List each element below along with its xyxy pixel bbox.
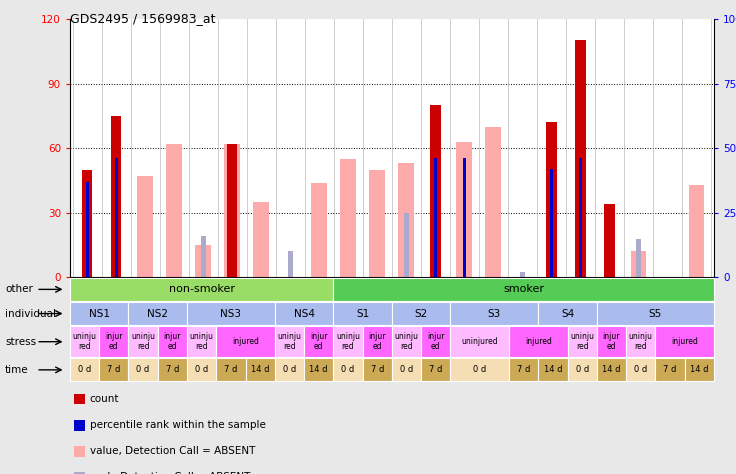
Text: 0 d: 0 d (78, 365, 91, 374)
Bar (431, 105, 441, 277)
Text: injur
ed: injur ed (163, 332, 181, 351)
Text: rank, Detection Call = ABSENT: rank, Detection Call = ABSENT (90, 473, 250, 474)
Bar (550, 169, 553, 277)
Text: 14 d: 14 d (602, 365, 620, 374)
Text: percentile rank within the sample: percentile rank within the sample (90, 420, 266, 430)
Bar (166, 144, 183, 277)
Text: 0 d: 0 d (400, 365, 413, 374)
Text: 7 d: 7 d (107, 365, 121, 374)
Text: 7 d: 7 d (166, 365, 179, 374)
Bar (398, 163, 414, 277)
Text: 7 d: 7 d (663, 365, 676, 374)
Text: uninju
red: uninju red (131, 332, 155, 351)
Text: S2: S2 (414, 309, 428, 319)
Text: count: count (90, 394, 119, 404)
Text: 0 d: 0 d (576, 365, 589, 374)
Bar (288, 252, 293, 277)
Text: 7 d: 7 d (517, 365, 531, 374)
Bar (201, 236, 206, 277)
Text: uninju
red: uninju red (629, 332, 653, 351)
Bar (311, 182, 328, 277)
Text: 7 d: 7 d (371, 365, 384, 374)
Text: injur
ed: injur ed (603, 332, 620, 351)
Bar (486, 127, 501, 277)
Text: uninju
red: uninju red (73, 332, 96, 351)
Text: 0 d: 0 d (473, 365, 486, 374)
Bar (604, 204, 615, 277)
Bar (115, 158, 118, 277)
Text: 14 d: 14 d (310, 365, 328, 374)
Text: 0 d: 0 d (195, 365, 208, 374)
Bar (636, 238, 641, 277)
Bar (434, 158, 437, 277)
Text: S5: S5 (648, 309, 662, 319)
Text: 7 d: 7 d (224, 365, 238, 374)
Bar (546, 122, 556, 277)
Bar (224, 144, 241, 277)
Text: injur
ed: injur ed (369, 332, 386, 351)
Text: stress: stress (5, 337, 36, 346)
Bar (404, 213, 409, 277)
Text: 14 d: 14 d (251, 365, 269, 374)
Text: NS2: NS2 (147, 309, 169, 319)
Text: injur
ed: injur ed (310, 332, 328, 351)
Bar (138, 176, 153, 277)
Bar (463, 158, 466, 277)
Bar (576, 40, 586, 277)
Text: 14 d: 14 d (690, 365, 709, 374)
Text: NS3: NS3 (220, 309, 241, 319)
Bar (227, 144, 238, 277)
Text: time: time (5, 365, 29, 375)
Text: S4: S4 (561, 309, 574, 319)
Bar (520, 272, 525, 277)
Bar (341, 159, 356, 277)
Text: uninju
red: uninju red (277, 332, 302, 351)
Text: injur
ed: injur ed (105, 332, 123, 351)
Text: individual: individual (5, 309, 56, 319)
Text: 14 d: 14 d (544, 365, 562, 374)
Text: injur
ed: injur ed (427, 332, 445, 351)
Text: injured: injured (671, 337, 698, 346)
Text: GDS2495 / 1569983_at: GDS2495 / 1569983_at (70, 12, 216, 25)
Bar (578, 158, 582, 277)
Text: uninju
red: uninju red (190, 332, 213, 351)
Text: smoker: smoker (503, 284, 544, 294)
Text: NS4: NS4 (294, 309, 314, 319)
Text: uninju
red: uninju red (394, 332, 419, 351)
Text: 0 d: 0 d (342, 365, 355, 374)
Text: 7 d: 7 d (429, 365, 442, 374)
Text: S3: S3 (488, 309, 501, 319)
Text: 0 d: 0 d (283, 365, 296, 374)
Bar (631, 252, 646, 277)
Text: uninju
red: uninju red (570, 332, 594, 351)
Bar (253, 202, 269, 277)
Text: 0 d: 0 d (136, 365, 149, 374)
Text: uninjured: uninjured (461, 337, 498, 346)
Text: 0 d: 0 d (634, 365, 648, 374)
Text: NS1: NS1 (89, 309, 110, 319)
Text: non-smoker: non-smoker (169, 284, 235, 294)
Text: value, Detection Call = ABSENT: value, Detection Call = ABSENT (90, 447, 255, 456)
Bar (369, 170, 386, 277)
Text: S1: S1 (356, 309, 369, 319)
Bar (689, 185, 704, 277)
Text: other: other (5, 284, 33, 294)
Text: uninju
red: uninju red (336, 332, 360, 351)
Text: injured: injured (525, 337, 552, 346)
Bar (82, 170, 93, 277)
Bar (195, 245, 211, 277)
Bar (456, 142, 473, 277)
Bar (111, 116, 121, 277)
Text: injured: injured (232, 337, 259, 346)
Bar (85, 182, 89, 277)
